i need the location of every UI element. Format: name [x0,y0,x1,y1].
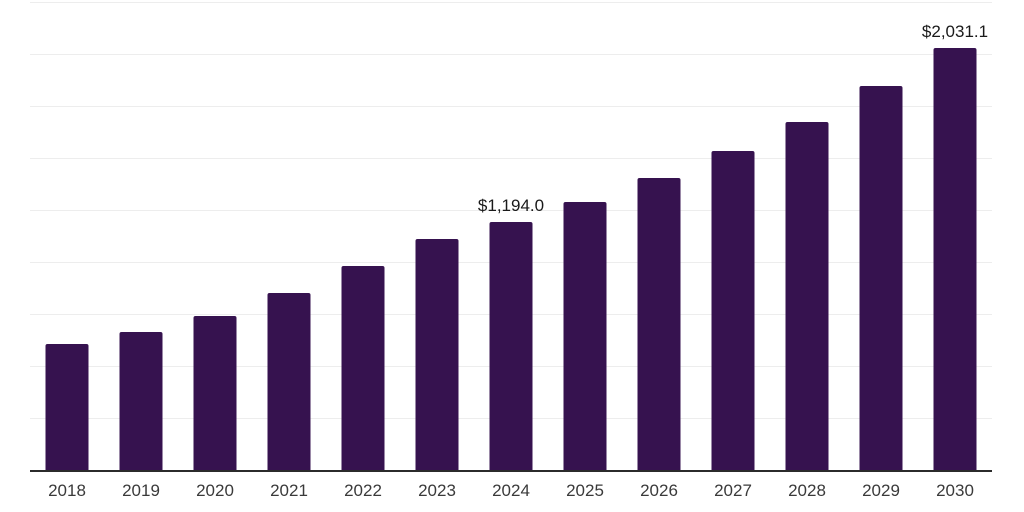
bar-band-2024: $1,194.0 [474,2,548,470]
bar-band-2025 [548,2,622,470]
bar-2030 [933,47,977,470]
bar-2029 [859,86,903,470]
bar-band-2020 [178,2,252,470]
gridline [30,106,992,107]
gridline [30,210,992,211]
bar-band-2030: $2,031.1 [918,2,992,470]
bar-band-2027 [696,2,770,470]
bar-band-2023 [400,2,474,470]
x-tick-2028: 2028 [788,481,826,500]
bar-2021 [267,292,311,470]
bar-2022 [341,266,385,470]
x-tick-2020: 2020 [196,481,234,500]
plot-area: $1,194.0 $2,031.1 [30,2,992,472]
bar-band-2026 [622,2,696,470]
x-tick-2030: 2030 [936,481,974,500]
x-tick-2021: 2021 [270,481,308,500]
bar-band-2028 [770,2,844,470]
gridline [30,2,992,3]
x-axis: 2018 2019 2020 2021 2022 2023 2024 2025 2026 2027… [30,481,992,501]
bar-band-2029 [844,2,918,470]
bar-band-2019 [104,2,178,470]
x-tick-2023: 2023 [418,481,456,500]
bar-2028 [785,121,829,470]
bar-2026 [637,177,681,470]
value-label-2024: $1,194.0 [477,195,545,215]
bar-2020 [193,316,237,470]
bar-band-2022 [326,2,400,470]
x-tick-2026: 2026 [640,481,678,500]
x-tick-2018: 2018 [48,481,86,500]
gridline [30,54,992,55]
x-tick-2022: 2022 [344,481,382,500]
value-label-2030: $2,031.1 [921,21,989,41]
gridline [30,158,992,159]
bar-2024 [489,221,533,470]
bar-band-2018 [30,2,104,470]
x-tick-2025: 2025 [566,481,604,500]
x-tick-2029: 2029 [862,481,900,500]
x-tick-2027: 2027 [714,481,752,500]
bar-2023 [415,238,459,470]
bars-container: $1,194.0 $2,031.1 [30,2,992,470]
bar-band-2021 [252,2,326,470]
x-tick-2024: 2024 [492,481,530,500]
bar-2027 [711,151,755,470]
bar-2018 [45,344,89,470]
bar-2025 [563,201,607,470]
bar-2019 [119,331,163,470]
x-tick-2019: 2019 [122,481,160,500]
